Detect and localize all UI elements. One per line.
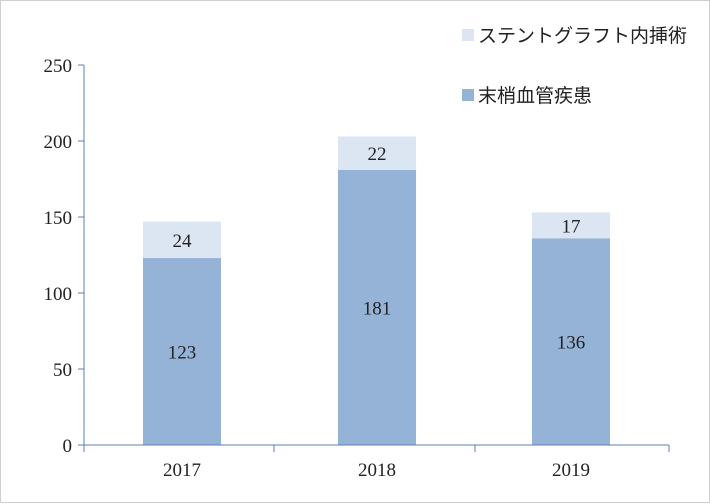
bar-2017-series-0 bbox=[143, 258, 221, 445]
x-tick-label-2019: 2019 bbox=[552, 460, 590, 481]
legend-swatch-0 bbox=[462, 89, 474, 101]
y-tick-label-50: 50 bbox=[53, 360, 72, 381]
legend-label-0: 末梢血管疾患 bbox=[478, 85, 592, 107]
legend-label-1: ステントグラフト内挿術 bbox=[478, 25, 687, 47]
bar-2018-series-1 bbox=[338, 136, 416, 170]
y-tick-label-100: 100 bbox=[44, 284, 73, 305]
y-tick-label-200: 200 bbox=[44, 132, 73, 153]
data-label-2018-series-0: 181 bbox=[363, 298, 392, 319]
data-label-2017-series-1: 24 bbox=[173, 231, 193, 252]
x-tick-label-2017: 2017 bbox=[163, 460, 201, 481]
data-label-2017-series-0: 123 bbox=[168, 343, 197, 364]
bar-2019-series-0 bbox=[532, 238, 610, 445]
data-label-2019-series-1: 17 bbox=[562, 216, 581, 237]
bar-2019-series-1 bbox=[532, 212, 610, 239]
legend-swatch-1 bbox=[462, 29, 474, 41]
x-tick-label-2018: 2018 bbox=[358, 460, 396, 481]
y-tick-label-150: 150 bbox=[44, 208, 73, 229]
data-label-2018-series-1: 22 bbox=[368, 144, 387, 165]
data-label-2019-series-0: 136 bbox=[557, 333, 586, 354]
y-tick-label-250: 250 bbox=[44, 56, 73, 77]
bar-2018-series-0 bbox=[338, 169, 416, 445]
bar-2017-series-1 bbox=[143, 221, 221, 259]
y-tick-label-0: 0 bbox=[63, 436, 73, 457]
